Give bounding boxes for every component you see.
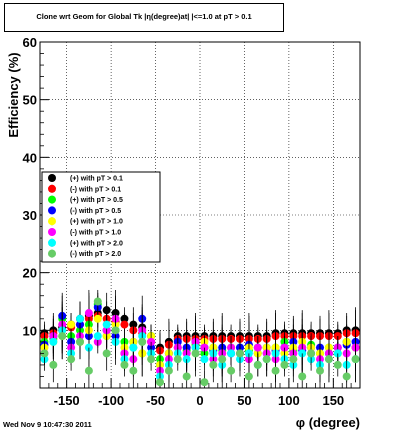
data-point <box>342 372 351 381</box>
data-point <box>120 360 129 369</box>
y-tick-label: 30 <box>23 208 37 223</box>
data-point <box>307 349 316 358</box>
data-point <box>58 332 67 341</box>
data-point <box>182 372 191 381</box>
data-point <box>49 360 58 369</box>
data-point <box>84 309 93 318</box>
data-point <box>49 337 58 346</box>
data-point <box>40 349 49 358</box>
data-point <box>244 372 253 381</box>
series-7 <box>40 289 360 388</box>
data-point <box>271 366 280 375</box>
x-tick-label: -150 <box>54 393 80 408</box>
data-point <box>156 378 164 387</box>
x-tick-label: -100 <box>98 393 124 408</box>
data-point <box>316 366 324 375</box>
data-point <box>209 360 218 369</box>
data-point <box>280 360 289 369</box>
data-point <box>200 378 209 387</box>
data-point <box>129 366 138 375</box>
legend-entry: (-) with pT > 2.0 <box>70 251 121 258</box>
x-tick-label: 150 <box>322 393 344 408</box>
data-point <box>93 297 102 306</box>
data-point <box>120 320 129 329</box>
data-point <box>351 355 360 364</box>
legend-entry: (-) with pT > 0.1 <box>70 186 121 193</box>
y-tick-label: 60 <box>23 35 37 50</box>
data-point <box>333 360 342 369</box>
y-tick-label: 50 <box>23 93 37 108</box>
data-point <box>200 355 209 364</box>
x-tick-label: 100 <box>278 393 300 408</box>
legend: (+) with pT > 0.1 (-) with pT > 0.1 (+) wi… <box>41 171 161 263</box>
legend-marker <box>48 217 56 226</box>
x-tick-label: 50 <box>237 393 251 408</box>
legend-entry: (+) with pT > 0.1 <box>70 176 123 183</box>
data-point <box>76 337 84 346</box>
x-tick-label: 0 <box>196 393 203 408</box>
data-point <box>324 355 333 364</box>
legend-entry: (+) with pT > 0.5 <box>70 197 123 204</box>
data-point <box>93 332 102 341</box>
data-point <box>84 366 93 375</box>
x-axis-label: φ (degree) <box>296 415 360 430</box>
legend-marker <box>48 228 56 236</box>
y-axis-label: Efficiency (%) <box>6 52 21 137</box>
data-point <box>236 349 244 358</box>
data-point <box>227 349 236 358</box>
data-point <box>218 355 227 364</box>
data-point <box>111 326 120 335</box>
legend-marker <box>48 174 56 182</box>
legend-box <box>41 171 161 263</box>
data-markers <box>40 289 360 388</box>
timestamp-label: Wed Nov 9 10:47:30 2011 <box>3 420 92 429</box>
y-tick-label: 20 <box>23 266 37 281</box>
chart-title-box: Clone wrt Geom for Global Tk |η(degree)a… <box>4 3 284 32</box>
data-point <box>67 320 76 329</box>
data-point <box>164 366 173 375</box>
axes: -150 -100 -50 0 50 100 150 10 20 30 40 50 60 <box>23 35 352 408</box>
legend-marker <box>48 238 56 247</box>
data-point <box>102 349 111 358</box>
data-point <box>67 355 76 364</box>
data-point <box>191 349 200 358</box>
data-point <box>298 372 307 381</box>
data-point <box>76 314 84 323</box>
data-point <box>147 355 156 364</box>
data-point <box>289 355 298 364</box>
y-tick-label: 40 <box>23 150 37 165</box>
legend-marker <box>48 206 56 215</box>
legend-entry: (-) with pT > 1.0 <box>70 230 121 237</box>
legend-marker <box>48 195 56 204</box>
x-tick-label: -50 <box>146 393 165 408</box>
data-point <box>129 343 138 352</box>
data-point <box>173 355 182 364</box>
data-point <box>253 360 262 369</box>
legend-entry: (+) with pT > 2.0 <box>70 240 123 247</box>
legend-marker <box>48 249 56 258</box>
chart-title: Clone wrt Geom for Global Tk |η(degree)a… <box>36 12 252 21</box>
data-point <box>93 314 102 323</box>
legend-marker <box>48 184 56 193</box>
data-point <box>262 355 271 364</box>
legend-entry: (+) with pT > 1.0 <box>70 219 123 226</box>
legend-entry: (-) with pT > 0.5 <box>70 208 121 215</box>
y-tick-label: 10 <box>23 323 37 338</box>
data-point <box>102 320 111 329</box>
data-point <box>138 337 147 346</box>
data-point <box>227 366 236 375</box>
data-point <box>253 343 262 352</box>
